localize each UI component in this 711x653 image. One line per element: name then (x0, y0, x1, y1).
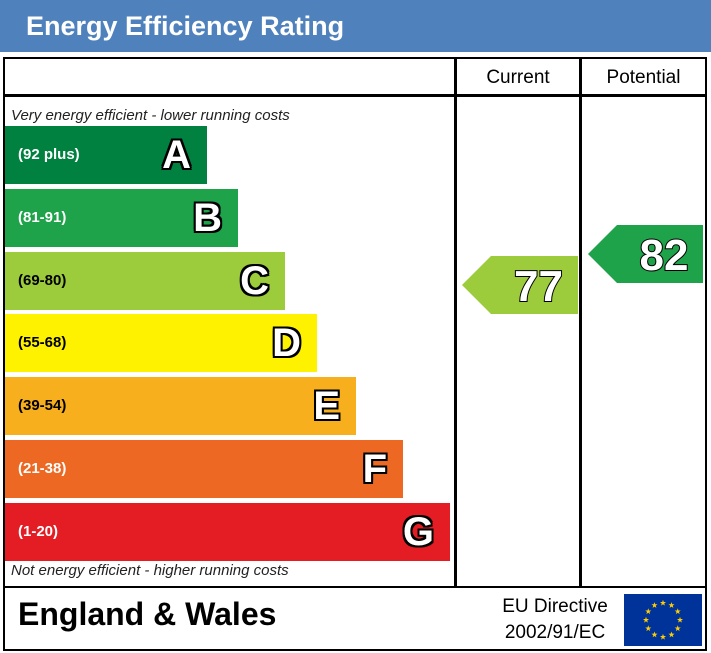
band-letter-label: E (313, 384, 340, 428)
eu-star (651, 631, 658, 638)
eu-star (668, 631, 675, 638)
band-range-label: (55-68) (18, 334, 67, 351)
band-range-label: (21-38) (18, 460, 67, 477)
arrow-shape (462, 256, 578, 314)
band-letter-label: G (402, 510, 434, 554)
band-letter-label: C (240, 259, 269, 303)
region-label: England & Wales (18, 596, 277, 632)
eu-star (645, 625, 652, 632)
eu-flag-icon (624, 594, 702, 646)
eu-directive-text: EU Directive 2002/91/EC (490, 594, 620, 646)
band-letter-label: F (362, 447, 387, 491)
eu-star (642, 616, 650, 623)
eu-star (651, 602, 658, 608)
current-rating-arrow: 77 (462, 256, 578, 314)
chart-title: Energy Efficiency Rating (0, 0, 711, 52)
directive-line-2: 2002/91/EC (504, 622, 606, 643)
band-d: (55-68) D (5, 314, 317, 372)
header-divider (5, 94, 705, 97)
arrow-value: 82 (640, 231, 689, 280)
band-range-label: (81-91) (18, 209, 67, 226)
footer-frame (3, 588, 707, 651)
band-f: (21-38) F (5, 440, 403, 498)
eu-star (659, 633, 667, 640)
eu-star (676, 616, 684, 623)
directive-line-1: EU Directive (502, 596, 608, 617)
band-c: (69-80) C (5, 252, 285, 310)
eu-star (645, 608, 652, 615)
eu-star (668, 602, 675, 608)
current-column-header: Current (486, 67, 550, 88)
eu-star (659, 599, 667, 606)
band-letter-label: B (193, 196, 222, 240)
arrow-shape (588, 225, 703, 283)
band-g: (1-20) G (5, 503, 450, 561)
efficient-note: Very energy efficient - lower running co… (11, 107, 290, 124)
band-range-label: (69-80) (18, 272, 67, 289)
band-letter-label: D (272, 321, 301, 365)
band-a: (92 plus) A (5, 126, 207, 184)
potential-column-header: Potential (606, 67, 681, 88)
band-b: (81-91) B (5, 189, 238, 247)
band-letter-label: A (162, 133, 191, 177)
arrow-value: 77 (514, 262, 563, 311)
inefficient-note: Not energy efficient - higher running co… (11, 562, 289, 579)
column-divider-potential (579, 59, 582, 586)
potential-rating-arrow: 82 (588, 225, 703, 283)
band-range-label: (39-54) (18, 397, 67, 414)
eu-star (674, 625, 681, 632)
band-range-label: (1-20) (18, 523, 59, 540)
eu-star (674, 608, 681, 615)
rating-frame (3, 57, 707, 588)
band-e: (39-54) E (5, 377, 356, 435)
band-range-label: (92 plus) (18, 146, 80, 163)
column-divider-current (454, 59, 457, 586)
